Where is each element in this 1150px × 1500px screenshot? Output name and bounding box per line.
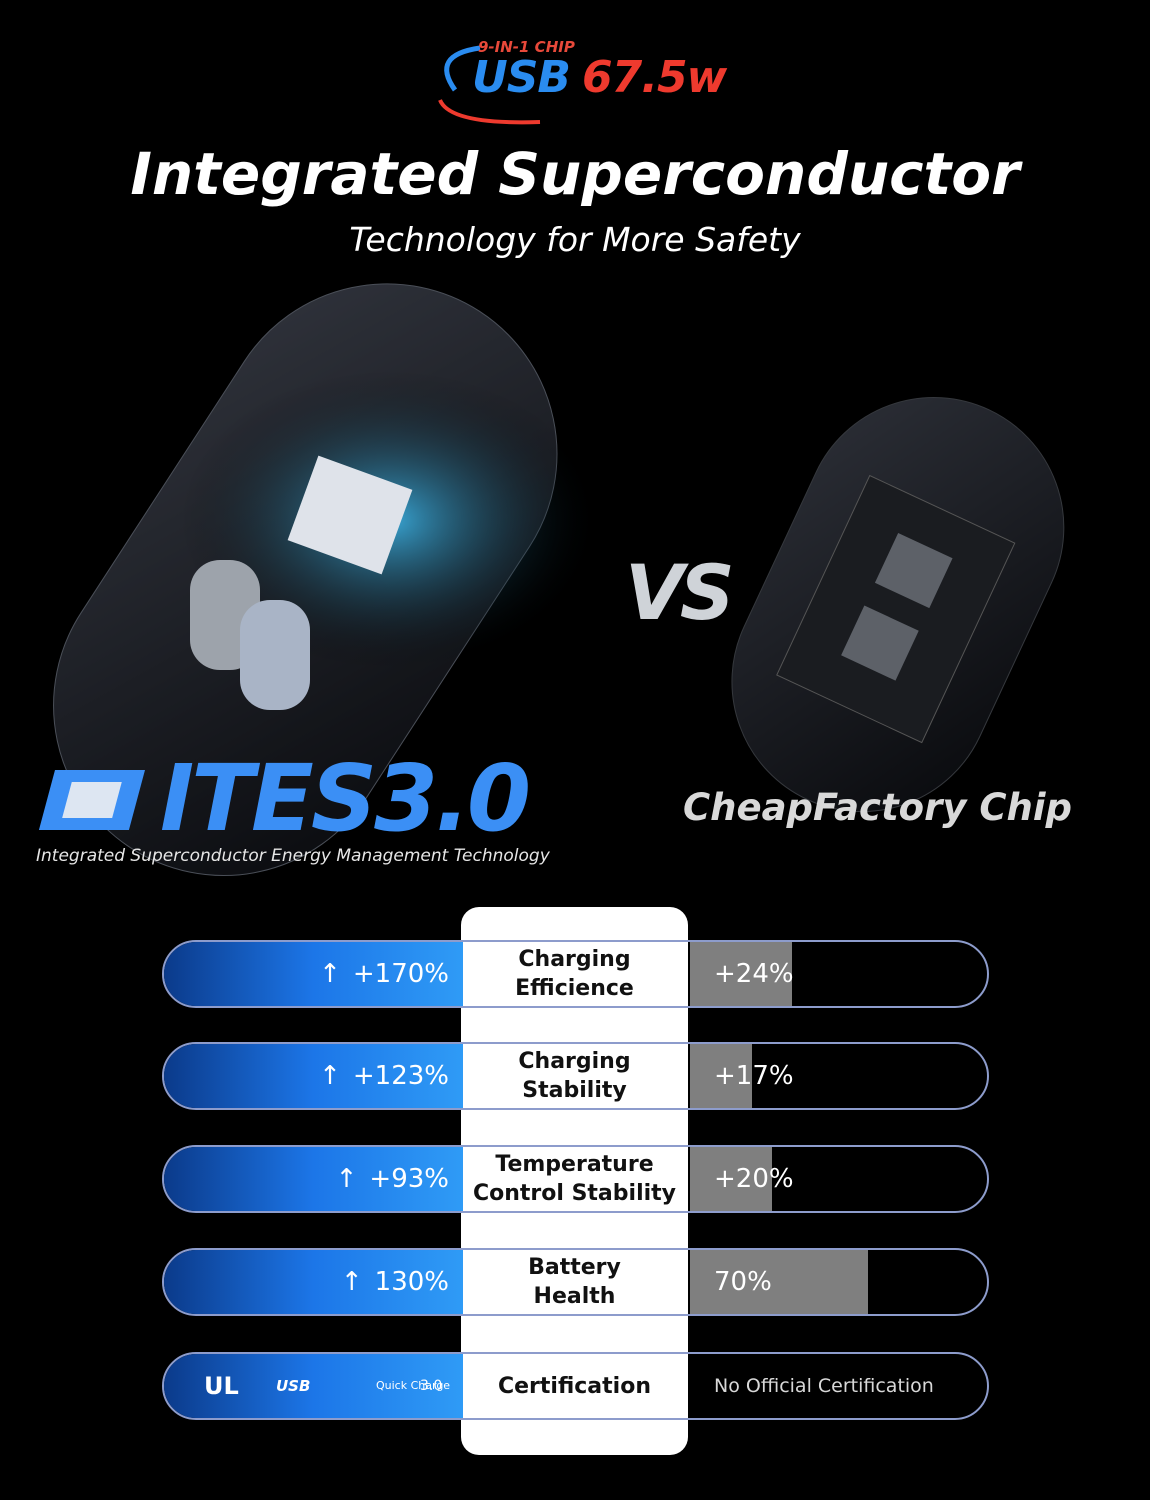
row-label-line: Efficience [515, 976, 634, 1001]
comparison-row: ↑ 130% 70% [162, 1248, 989, 1316]
comparison-row: ↑ +123% +17% [162, 1042, 989, 1110]
label-card [461, 907, 688, 1455]
row-label-line: Control Stability [472, 1181, 677, 1206]
row-label-line: Charging [518, 947, 631, 972]
ours-bar: ↑ +123% [164, 1044, 463, 1108]
row-label-line: Charging [518, 1049, 631, 1074]
vs: VS [625, 548, 735, 637]
theirs-bar [690, 1044, 752, 1108]
theirs-value: +20% [714, 1164, 794, 1194]
theirs-value: 70% [714, 1267, 772, 1297]
cert-qc-version: 3.0 [420, 1378, 443, 1394]
cert-ul: UL [204, 1372, 239, 1400]
ours-bar: UL USB Quick Charge 3.0 [164, 1354, 463, 1418]
row-label: Charging Efficience [461, 945, 688, 1003]
comparison-row: UL USB Quick Charge 3.0 No Official Certific… [162, 1352, 989, 1420]
rival-name: CheapFactory Chip [683, 786, 1072, 829]
ours-bar: ↑ +170% [164, 942, 463, 1006]
row-label: Charging Stability [461, 1047, 688, 1105]
up-arrow: ↑ [319, 959, 341, 989]
row-label: Temperature Control Stability [461, 1150, 688, 1208]
chip-tag: 9-IN-1 CHIP [478, 38, 575, 56]
theirs-bar [690, 942, 792, 1006]
ours-value: ↑ +123% [319, 1044, 449, 1108]
cert-usb: USB [276, 1377, 311, 1395]
logo-usb: USB [472, 52, 571, 103]
theirs-bar [690, 1250, 868, 1314]
up-arrow: ↑ [335, 1164, 358, 1194]
ours-bar: ↑ 130% [164, 1250, 463, 1314]
ours-value: ↑ +93% [336, 1147, 449, 1211]
row-label: Certification [497, 1374, 651, 1399]
row-label-line: Stability [522, 1078, 627, 1103]
row-label-line: Temperature [495, 1152, 654, 1177]
ours-value: ↑ +170% [319, 942, 449, 1006]
title: Integrated Superconductor [130, 140, 1020, 208]
row-label-line: Health [533, 1284, 616, 1309]
product-art [38, 45, 1065, 877]
row-label: Battery Health [461, 1253, 688, 1311]
ours-text: +170% [352, 959, 449, 989]
theirs-value: No Official Certification [714, 1375, 934, 1397]
theirs-bar [690, 1147, 772, 1211]
ours-text: +123% [352, 1061, 449, 1091]
theirs-value: +17% [714, 1061, 794, 1091]
ours-value: ↑ 130% [341, 1250, 449, 1314]
theirs-value: +24% [714, 959, 794, 989]
cert-qc: Quick Charge [376, 1379, 451, 1392]
row-label-line: Battery [528, 1255, 621, 1280]
subtitle: Technology for More Safety [349, 220, 801, 259]
brand-name: ITES3.0 [160, 745, 531, 852]
comparison-row: ↑ +170% +24% [162, 940, 989, 1008]
brand-caption: Integrated Superconductor Energy Managem… [36, 846, 550, 866]
ours-bar: ↑ +93% [164, 1147, 463, 1211]
ours-text: +93% [369, 1164, 449, 1194]
ours-text: 130% [374, 1267, 449, 1297]
up-arrow: ↑ [340, 1267, 363, 1297]
logo-power: 67.5w [582, 52, 727, 103]
comparison-row: ↑ +93% +20% [162, 1145, 989, 1213]
up-arrow: ↑ [319, 1061, 341, 1091]
